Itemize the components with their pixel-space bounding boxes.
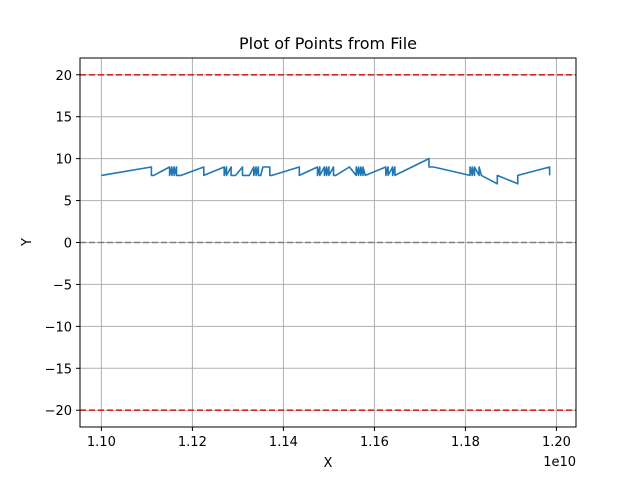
y-tick-label: −10 xyxy=(45,320,72,335)
y-axis-ticks: −20 −15 −10 −5 0 5 10 15 20 xyxy=(45,69,80,419)
x-axis-ticks: 1.10 1.12 1.14 1.16 1.18 1.20 xyxy=(87,427,571,450)
series-line xyxy=(101,157,551,185)
y-tick-label: 20 xyxy=(55,69,72,84)
y-tick-label: −20 xyxy=(45,404,72,419)
y-tick-label: 10 xyxy=(55,153,72,168)
x-tick-label: 1.14 xyxy=(269,435,298,450)
x-tick-label: 1.12 xyxy=(178,435,207,450)
x-tick-label: 1.16 xyxy=(360,435,389,450)
x-axis-label: X xyxy=(324,456,333,471)
reference-lines xyxy=(80,73,576,412)
y-axis-label: Y xyxy=(20,238,35,247)
y-tick-label: −15 xyxy=(45,362,72,377)
chart-title: Plot of Points from File xyxy=(239,34,417,53)
y-tick-label: 15 xyxy=(55,111,72,126)
series-layer xyxy=(101,157,551,185)
x-axis-offset-text: 1e10 xyxy=(543,455,576,470)
y-tick-label: 0 xyxy=(64,237,72,252)
y-tick-label: 5 xyxy=(64,195,72,210)
x-tick-label: 1.10 xyxy=(87,435,116,450)
y-tick-label: −5 xyxy=(53,278,72,293)
x-tick-label: 1.20 xyxy=(542,435,571,450)
x-tick-label: 1.18 xyxy=(451,435,480,450)
